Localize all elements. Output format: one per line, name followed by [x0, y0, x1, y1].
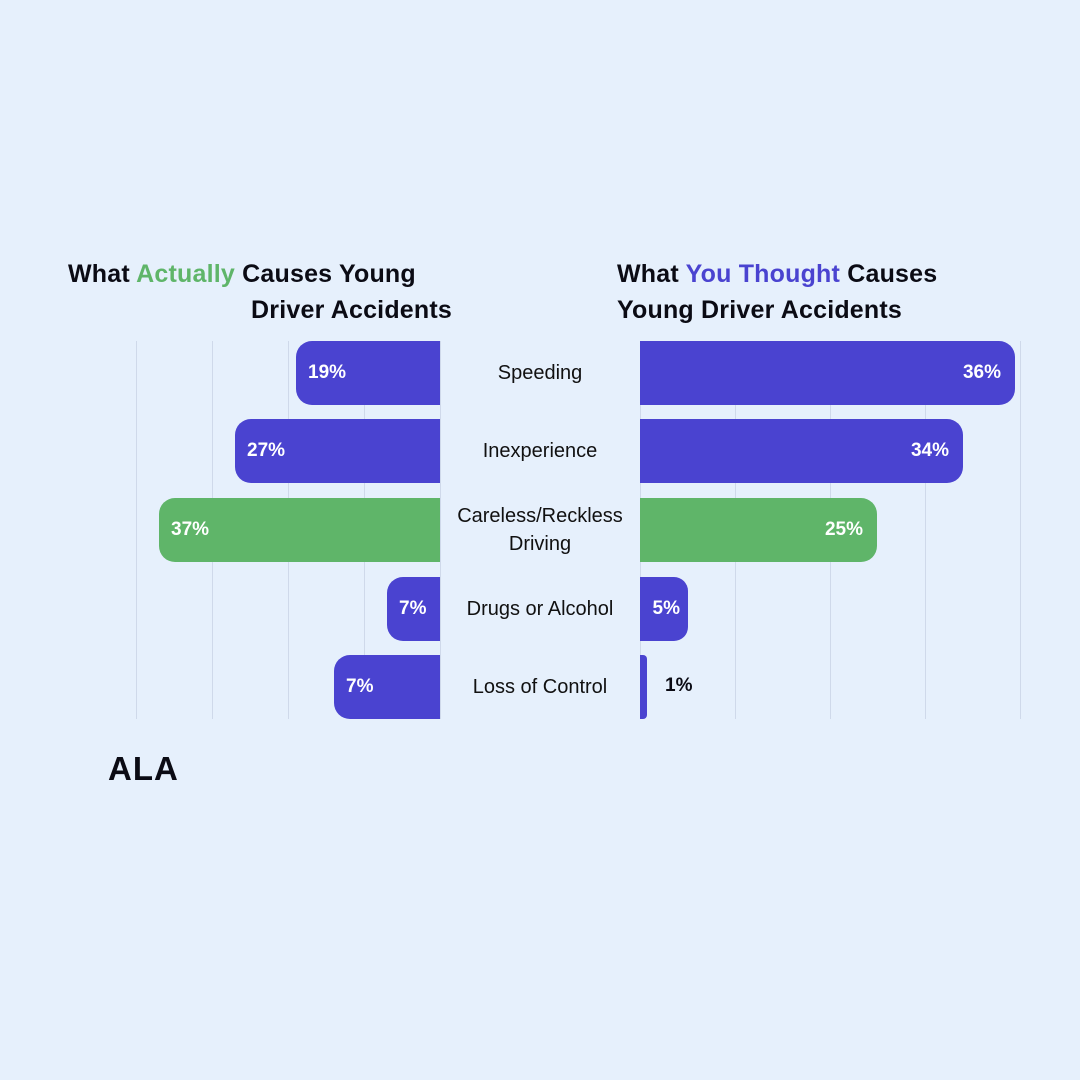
gridline	[1020, 341, 1021, 719]
left-chart-title: What Actually Causes Young Driver Accide…	[68, 260, 452, 324]
gridline	[925, 341, 926, 719]
right-chart-title: What You Thought Causes Young Driver Acc…	[617, 260, 938, 324]
bar-value-label: 7%	[346, 676, 374, 697]
bar-value-label: 34%	[910, 440, 949, 461]
left-bar-careless-driving: 37%	[159, 498, 440, 562]
category-label-careless-driving: Careless/Reckless Driving	[457, 505, 623, 555]
left-bar-loss-of-control: 7%	[334, 655, 440, 719]
category-label-inexperience: Inexperience	[482, 440, 598, 462]
bar-value-label: 27%	[247, 440, 286, 461]
category-label-speeding: Speeding	[497, 362, 583, 384]
bar-value-label: 36%	[962, 362, 1001, 383]
gridline	[440, 341, 441, 719]
right-bar-speeding: 36%	[640, 341, 1015, 405]
right-bar-inexperience: 34%	[640, 419, 963, 483]
bar-value-label: 37%	[171, 519, 210, 540]
right-bar-loss-of-control	[640, 655, 647, 719]
gridline	[136, 341, 137, 719]
bar-value-label: 19%	[308, 362, 347, 383]
left-bar-inexperience: 27%	[235, 419, 440, 483]
bar-value-label: 1%	[665, 675, 693, 696]
category-label-drugs-alcohol: Drugs or Alcohol	[466, 598, 614, 620]
bar-value-label: 25%	[824, 519, 863, 540]
left-bar-drugs-alcohol: 7%	[387, 577, 440, 641]
left-bar-speeding: 19%	[296, 341, 440, 405]
category-label-loss-of-control: Loss of Control	[472, 676, 608, 698]
brand-logo: ALA	[108, 750, 179, 787]
right-bar-careless-driving: 25%	[640, 498, 877, 562]
right-bar-drugs-alcohol: 5%	[640, 577, 688, 641]
bar-value-label: 5%	[652, 598, 680, 619]
bar-value-label: 7%	[399, 598, 427, 619]
